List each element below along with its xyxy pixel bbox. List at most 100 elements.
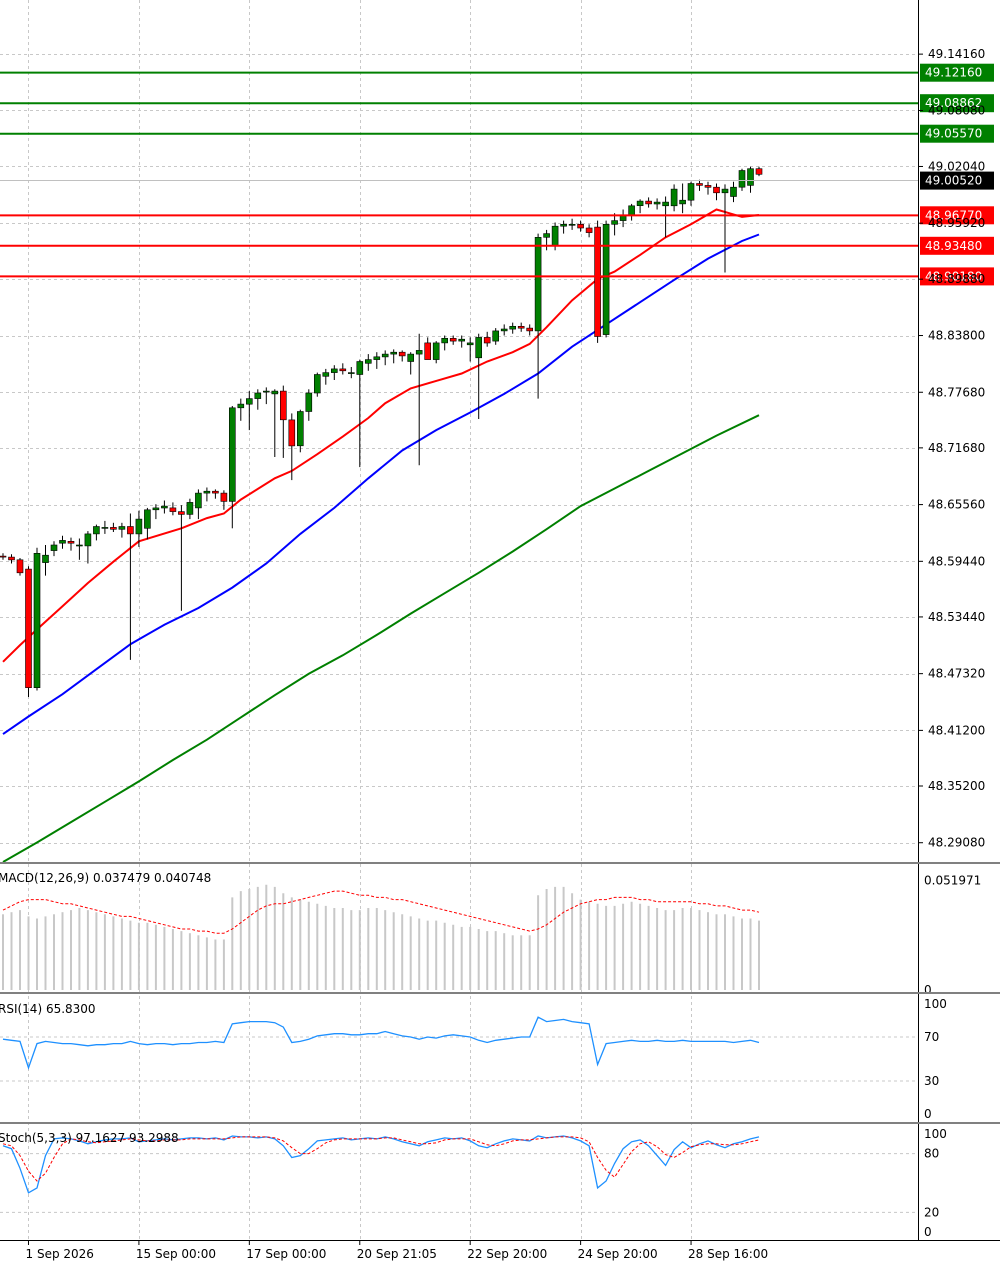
time-axis: 1 Sep 2026 15 Sep 00:00 17 Sep 00:00 20 Sep… xyxy=(26,1240,768,1261)
rsi-axis-label: 100 xyxy=(924,997,947,1011)
price-tick-label: 48.77680 xyxy=(928,385,985,399)
candle-up xyxy=(33,552,41,688)
level-tag xyxy=(920,206,994,225)
candle-up xyxy=(466,342,474,346)
stoch-axis-label: 80 xyxy=(924,1147,939,1161)
level-tag xyxy=(920,267,994,286)
candle-up xyxy=(364,359,372,364)
moving-averages xyxy=(2,208,760,863)
candle-up xyxy=(381,353,389,358)
candle-up xyxy=(407,353,415,362)
candle-down xyxy=(8,556,15,561)
candle-up xyxy=(653,201,661,205)
candle-down xyxy=(212,490,219,494)
level-label: 48.96770 xyxy=(925,208,982,222)
price-tick-label: 48.89880 xyxy=(928,272,985,286)
candle-up xyxy=(551,225,559,246)
candle-up xyxy=(42,554,49,563)
candle-down xyxy=(517,325,525,329)
moving-average-line xyxy=(2,208,760,663)
candle-down xyxy=(696,183,703,186)
candle-down xyxy=(449,337,457,342)
macd-label: MACD(12,26,9) 0.037479 0.040748 xyxy=(0,871,211,885)
macd-signal-line xyxy=(2,890,760,934)
candle-up xyxy=(237,403,245,409)
candle-down xyxy=(67,540,75,544)
panel-separator xyxy=(919,1122,1000,1124)
candle-up xyxy=(611,220,618,225)
price-tick-label: 48.83800 xyxy=(928,329,985,343)
candle-up xyxy=(373,356,381,360)
stoch-label: Stoch(5,3,3) 97.1627 93.2988 xyxy=(0,1131,179,1145)
candle-up xyxy=(670,188,678,207)
panel-separator xyxy=(919,862,1000,864)
price-tick-label: 48.71680 xyxy=(928,441,985,455)
date-label: 17 Sep 00:00 xyxy=(246,1247,326,1261)
level-tag xyxy=(920,236,994,255)
candle-down xyxy=(110,527,117,530)
moving-average-line xyxy=(2,233,760,735)
panel-separator xyxy=(919,992,1000,994)
candle-up xyxy=(144,509,151,529)
candle-down xyxy=(577,224,584,229)
candle-down xyxy=(169,507,177,512)
candle-up xyxy=(254,392,262,399)
candles xyxy=(0,166,763,697)
candle-up xyxy=(262,390,270,393)
rsi-panel: 100 70 30 0 xyxy=(0,997,947,1121)
candle-down xyxy=(127,526,134,535)
panel-separator xyxy=(0,862,919,864)
candle-down xyxy=(220,492,228,502)
candle-up xyxy=(730,186,737,197)
date-label: 28 Sep 16:00 xyxy=(688,1247,768,1261)
level-label: 49.05570 xyxy=(925,127,982,141)
candle-up xyxy=(246,398,253,405)
candle-up xyxy=(313,374,321,394)
candle-down xyxy=(755,168,763,175)
candle-down xyxy=(645,200,652,205)
candle-up xyxy=(415,350,423,355)
candle-up xyxy=(679,199,686,205)
level-label: 48.90180 xyxy=(925,269,982,283)
candle-down xyxy=(288,419,296,447)
candle-up xyxy=(721,188,729,194)
candle-up xyxy=(135,518,143,535)
stoch-axis-label: 100 xyxy=(924,1127,947,1141)
candle-up xyxy=(93,526,100,535)
candle-up xyxy=(602,224,610,335)
current-price-label: 49.00520 xyxy=(925,174,982,188)
candle-up xyxy=(161,505,168,509)
level-tag xyxy=(920,63,994,82)
candle-up xyxy=(738,170,746,188)
rsi-line xyxy=(2,1016,760,1070)
candle-up xyxy=(101,527,109,529)
candle-up xyxy=(492,330,500,342)
panel-frames xyxy=(0,862,1000,1241)
candle-up xyxy=(568,224,576,226)
candle-down xyxy=(178,511,185,515)
candle-up xyxy=(229,407,236,502)
date-label: 15 Sep 00:00 xyxy=(136,1247,216,1261)
price-tick-label: 48.47320 xyxy=(928,667,985,681)
candle-up xyxy=(347,372,355,374)
candle-down xyxy=(526,327,534,332)
candle-up xyxy=(390,351,398,355)
candle-down xyxy=(16,559,24,574)
candle-up xyxy=(271,390,279,395)
stoch-axis-label: 0 xyxy=(924,1225,932,1239)
level-tag xyxy=(920,124,994,143)
rsi-axis-label: 70 xyxy=(924,1030,939,1044)
grid xyxy=(0,0,918,1240)
macd-panel: 0.051971 0 xyxy=(2,874,981,997)
rsi-label: RSI(14) 65.8300 xyxy=(0,1002,96,1016)
price-axis: 49.14160 49.08080 49.02040 48.95920 48.89880… xyxy=(918,0,985,1240)
price-tick-label: 48.59440 xyxy=(928,554,985,568)
candle-down xyxy=(594,226,601,337)
level-label: 48.93480 xyxy=(925,239,982,253)
candle-up xyxy=(59,540,66,544)
price-tick-label: 48.95920 xyxy=(928,216,985,230)
candle-up xyxy=(500,328,508,332)
candle-up xyxy=(560,224,567,227)
candle-up xyxy=(628,205,635,216)
